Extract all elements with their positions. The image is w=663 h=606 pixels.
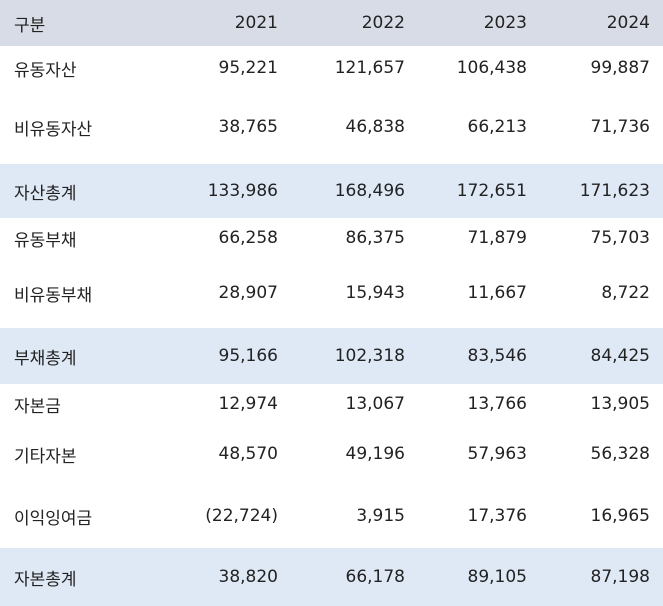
cell-2024: 87,198 xyxy=(590,567,650,587)
cell-2023: 13,766 xyxy=(467,394,527,414)
row-label: 자본금 xyxy=(14,396,61,417)
row-label: 비유동자산 xyxy=(14,119,93,140)
cell-2021: 38,765 xyxy=(218,117,278,137)
cell-2023: 172,651 xyxy=(456,181,527,201)
cell-2024: 13,905 xyxy=(590,394,650,414)
cell-2021: 28,907 xyxy=(218,283,278,303)
cell-2024: 171,623 xyxy=(579,181,650,201)
cell-2022: 49,196 xyxy=(345,444,405,464)
cell-2021: 38,820 xyxy=(218,567,278,587)
table-row-total-assets: 자산총계 133,986 168,496 172,651 171,623 xyxy=(0,164,663,218)
cell-2021: 133,986 xyxy=(207,181,278,201)
row-label: 자산총계 xyxy=(14,183,77,204)
cell-2023: 106,438 xyxy=(456,58,527,78)
cell-2021: 48,570 xyxy=(218,444,278,464)
table-row-other-capital: 기타자본 48,570 49,196 57,963 56,328 xyxy=(0,424,663,484)
row-label: 부채총계 xyxy=(14,348,77,369)
row-label: 기타자본 xyxy=(14,446,77,467)
cell-2024: 75,703 xyxy=(590,228,650,248)
cell-2021: (22,724) xyxy=(205,506,278,526)
header-cell-category: 구분 xyxy=(14,15,46,36)
table-row-retained-earnings: 이익잉여금 (22,724) 3,915 17,376 16,965 xyxy=(0,484,663,548)
cell-2024: 56,328 xyxy=(590,444,650,464)
table-row-noncurrent-assets: 비유동자산 38,765 46,838 66,213 71,736 xyxy=(0,90,663,164)
cell-2021: 95,221 xyxy=(218,58,278,78)
row-label: 유동부채 xyxy=(14,230,77,251)
cell-2023: 83,546 xyxy=(467,346,527,366)
cell-2024: 16,965 xyxy=(590,506,650,526)
cell-2022: 102,318 xyxy=(334,346,405,366)
cell-2023: 66,213 xyxy=(467,117,527,137)
table-row-capital-stock: 자본금 12,974 13,067 13,766 13,905 xyxy=(0,384,663,424)
cell-2021: 12,974 xyxy=(218,394,278,414)
cell-2023: 11,667 xyxy=(467,283,527,303)
table-row-current-liabilities: 유동부채 66,258 86,375 71,879 75,703 xyxy=(0,218,663,258)
table-row-noncurrent-liabilities: 비유동부채 28,907 15,943 11,667 8,722 xyxy=(0,258,663,328)
table-header-row: 구분 2021 2022 2023 2024 xyxy=(0,0,663,46)
cell-2024: 99,887 xyxy=(590,58,650,78)
cell-2024: 71,736 xyxy=(590,117,650,137)
cell-2022: 15,943 xyxy=(345,283,405,303)
cell-2022: 86,375 xyxy=(345,228,405,248)
header-cell-2022: 2022 xyxy=(361,13,405,33)
table-row-total-liabilities: 부채총계 95,166 102,318 83,546 84,425 xyxy=(0,328,663,384)
cell-2024: 84,425 xyxy=(590,346,650,366)
cell-2022: 3,915 xyxy=(356,506,405,526)
header-cell-2021: 2021 xyxy=(234,13,278,33)
cell-2022: 66,178 xyxy=(345,567,405,587)
row-label: 이익잉여금 xyxy=(14,508,93,529)
row-label: 자본총계 xyxy=(14,569,77,590)
cell-2021: 66,258 xyxy=(218,228,278,248)
cell-2022: 46,838 xyxy=(345,117,405,137)
cell-2023: 71,879 xyxy=(467,228,527,248)
header-cell-2023: 2023 xyxy=(483,13,527,33)
cell-2023: 17,376 xyxy=(467,506,527,526)
cell-2022: 121,657 xyxy=(334,58,405,78)
row-label: 비유동부채 xyxy=(14,285,93,306)
cell-2021: 95,166 xyxy=(218,346,278,366)
cell-2023: 57,963 xyxy=(467,444,527,464)
table-row-current-assets: 유동자산 95,221 121,657 106,438 99,887 xyxy=(0,46,663,90)
cell-2024: 8,722 xyxy=(601,283,650,303)
header-cell-2024: 2024 xyxy=(606,13,650,33)
table-row-total-equity: 자본총계 38,820 66,178 89,105 87,198 xyxy=(0,548,663,606)
cell-2023: 89,105 xyxy=(467,567,527,587)
row-label: 유동자산 xyxy=(14,60,77,81)
cell-2022: 168,496 xyxy=(334,181,405,201)
cell-2022: 13,067 xyxy=(345,394,405,414)
